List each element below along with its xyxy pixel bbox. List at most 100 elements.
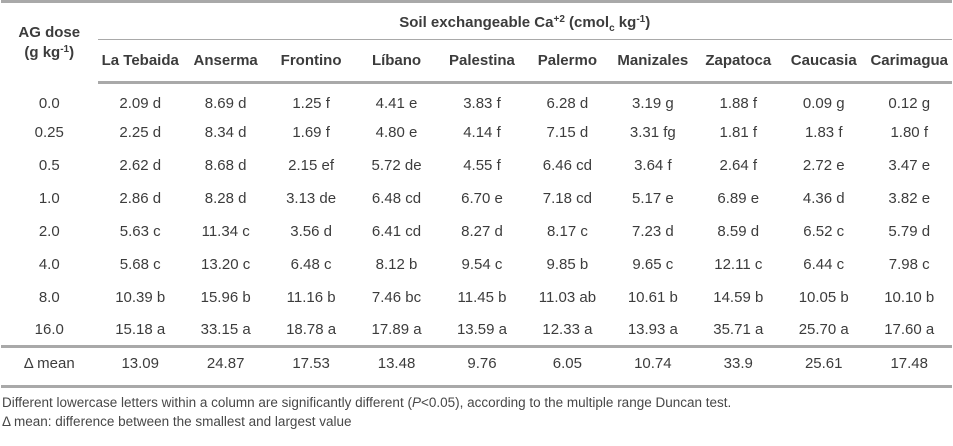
delta-mean-cell: 17.53 [268, 345, 354, 388]
table-cell: 4.36 d [802, 189, 845, 207]
table-row: 4.0 5.68 c 13.20 c 6.48 c 8.12 b 9.54 c … [1, 248, 952, 281]
row-axis-header: AG dose (g kg-1) [1, 2, 98, 83]
column-header-carimagua: Carimagua [866, 39, 952, 84]
table-cell: 13.93 a [627, 320, 678, 338]
table-cell: 8.34 d [204, 123, 247, 141]
table-cell: 7.46 bc [371, 288, 422, 306]
table-cell: 3.47 e [888, 156, 931, 174]
table-cell: 8.59 d [717, 222, 760, 240]
table-cell: 13.59 a [456, 320, 507, 338]
table-cell: 3.82 e [888, 189, 931, 207]
table-cell: 17.60 a [884, 320, 935, 338]
column-header-palermo: Palermo [524, 39, 611, 84]
delta-mean-cell: 17.48 [866, 345, 952, 388]
ag-dose-label: AG dose [18, 23, 81, 41]
table-cell: 3.13 de [286, 189, 337, 207]
table-row: 0.5 2.62 d 8.68 d 2.15 ef 5.72 de 4.55 f… [1, 149, 952, 182]
table-cell: 2.64 f [719, 156, 758, 174]
delta-mean-cell: 33.9 [695, 345, 781, 388]
table-cell: 18.78 a [286, 320, 337, 338]
table-cell: 2.15 ef [288, 156, 335, 174]
table-cell: 14.59 b [713, 288, 764, 306]
table-cell: 3.64 f [634, 156, 672, 174]
column-header-zapatoca: Zapatoca [695, 39, 781, 84]
table-cell: 4.80 e [375, 123, 418, 141]
table-cell: 11.16 b [286, 288, 336, 306]
dose-cell: 8.0 [38, 288, 60, 306]
table-cell: 4.41 e [375, 95, 418, 113]
table-cell: 8.27 d [461, 222, 503, 240]
table-cell: 6.48 cd [371, 189, 422, 207]
table-cell: 10.10 b [884, 288, 935, 306]
table-cell: 5.72 de [371, 156, 422, 174]
delta-mean-cell: 13.09 [97, 345, 183, 388]
table-cell: 33.15 a [200, 320, 251, 338]
table-cell: 2.25 d [119, 123, 162, 141]
table-cell: 25.70 a [798, 320, 849, 338]
table-row: 1.0 2.86 d 8.28 d 3.13 de 6.48 cd 6.70 e… [1, 182, 952, 215]
table-cell: 6.44 c [803, 255, 845, 273]
table-cell: 11.03 ab [538, 288, 597, 306]
delta-mean-row: Δ mean 13.09 24.87 17.53 13.48 9.76 6.05… [1, 345, 952, 388]
table-row: 8.0 10.39 b 15.96 b 11.16 b 7.46 bc 11.4… [1, 281, 952, 314]
table-cell: 4.14 f [463, 123, 501, 141]
table-cell: 11.45 b [457, 288, 507, 306]
column-header-palestina: Palestina [439, 39, 525, 84]
table-cell: 1.80 f [890, 123, 928, 141]
table-cell: 35.71 a [713, 320, 764, 338]
table-cell: 6.89 e [717, 189, 760, 207]
table-cell: 1.69 f [292, 123, 330, 141]
table-cell: 1.83 f [804, 123, 843, 141]
table-cell: 9.54 c [461, 255, 503, 273]
table-cell: 10.05 b [798, 288, 849, 306]
table-row: 16.0 15.18 a 33.15 a 18.78 a 17.89 a 13.… [1, 314, 952, 347]
table-cell: 0.12 g [888, 95, 931, 113]
table-row: 2.0 5.63 c 11.34 c 3.56 d 6.41 cd 8.27 d… [1, 215, 952, 248]
table-title: Soil exchangeable Ca+2 (cmolc kg-1) [97, 1, 952, 40]
table-cell: 10.39 b [115, 288, 166, 306]
column-header-row: La Tebaida Anserma Frontino Líbano Pales… [1, 39, 952, 84]
table-cell: 6.41 cd [371, 222, 422, 240]
table-row: 0.25 2.25 d 8.34 d 1.69 f 4.80 e 4.14 f … [1, 116, 952, 149]
delta-mean-cell: 24.87 [182, 345, 269, 388]
table-cell: 8.28 d [204, 189, 247, 207]
table-cell: 1.25 f [292, 95, 330, 113]
table-cell: 9.85 b [546, 255, 589, 273]
table-cell: 2.86 d [119, 189, 162, 207]
table-footnotes: Different lowercase letters within a col… [1, 388, 952, 432]
delta-mean-label: Δ mean [1, 345, 98, 388]
dose-cell: 16.0 [34, 320, 64, 338]
dose-cell: 4.0 [38, 255, 60, 273]
table-cell: 10.61 b [627, 288, 678, 306]
dose-cell: 0.5 [38, 156, 60, 174]
table-cell: 9.65 c [632, 255, 674, 273]
delta-mean-cell: 6.05 [524, 345, 611, 388]
table-cell: 8.12 b [375, 255, 418, 273]
dose-cell: 2.0 [38, 222, 60, 240]
table-cell: 0.09 g [802, 95, 845, 113]
table-cell: 5.63 c [119, 222, 161, 240]
column-header-frontino: Frontino [268, 39, 354, 84]
table-cell: 1.88 f [719, 95, 758, 113]
footnote-delta-mean: Δ mean: difference between the smallest … [2, 413, 352, 429]
table-cell: 17.89 a [371, 320, 422, 338]
table-cell: 7.23 d [631, 222, 674, 240]
column-header-anserma: Anserma [182, 39, 269, 84]
table-cell: 5.79 d [888, 222, 931, 240]
table-cell: 2.62 d [119, 156, 162, 174]
column-header-manizales: Manizales [610, 39, 696, 84]
dose-cell: 1.0 [38, 189, 60, 207]
table-cell: 11.34 c [201, 222, 250, 240]
table-cell: 3.31 fg [629, 123, 676, 141]
table-cell: 7.18 cd [542, 189, 593, 207]
dose-cell: 0.25 [34, 123, 64, 141]
table-cell: 12.33 a [542, 320, 593, 338]
table-cell: 5.68 c [119, 255, 161, 273]
table-cell: 15.18 a [115, 320, 166, 338]
delta-mean-cell: 10.74 [610, 345, 696, 388]
soil-calcium-table: AG dose (g kg-1) Soil exchangeable Ca+2 … [1, 0, 952, 388]
footnote-significance: Different lowercase letters within a col… [2, 395, 732, 410]
table-cell: 6.28 d [546, 95, 589, 113]
table-cell: 8.17 c [546, 222, 588, 240]
